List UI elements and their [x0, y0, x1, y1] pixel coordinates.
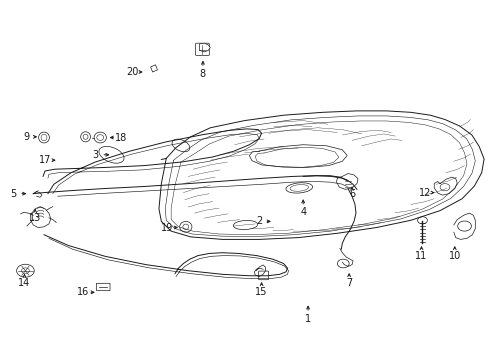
- Text: 14: 14: [18, 278, 31, 288]
- Text: 16: 16: [77, 287, 89, 297]
- Text: 8: 8: [200, 69, 205, 79]
- Text: 7: 7: [346, 278, 351, 288]
- FancyBboxPatch shape: [195, 43, 209, 55]
- Circle shape: [417, 217, 427, 224]
- Text: 5: 5: [11, 189, 17, 199]
- Polygon shape: [199, 43, 210, 52]
- Text: 3: 3: [92, 150, 98, 160]
- Text: 19: 19: [161, 222, 173, 233]
- Text: 11: 11: [414, 251, 427, 261]
- Text: 9: 9: [24, 132, 30, 142]
- Text: 6: 6: [348, 189, 354, 199]
- Text: 17: 17: [39, 155, 51, 165]
- Polygon shape: [433, 177, 456, 195]
- Polygon shape: [30, 207, 51, 228]
- Text: 15: 15: [255, 287, 267, 297]
- Polygon shape: [150, 65, 157, 72]
- Text: 18: 18: [115, 132, 127, 143]
- Text: 1: 1: [305, 314, 310, 324]
- Text: 2: 2: [256, 216, 262, 226]
- Circle shape: [457, 221, 470, 231]
- Text: 10: 10: [447, 251, 460, 261]
- Polygon shape: [453, 213, 474, 239]
- FancyBboxPatch shape: [96, 283, 110, 291]
- Text: 13: 13: [29, 213, 41, 223]
- Text: 4: 4: [300, 207, 305, 217]
- Text: 20: 20: [125, 67, 138, 77]
- Polygon shape: [336, 174, 357, 189]
- Text: 12: 12: [418, 188, 431, 198]
